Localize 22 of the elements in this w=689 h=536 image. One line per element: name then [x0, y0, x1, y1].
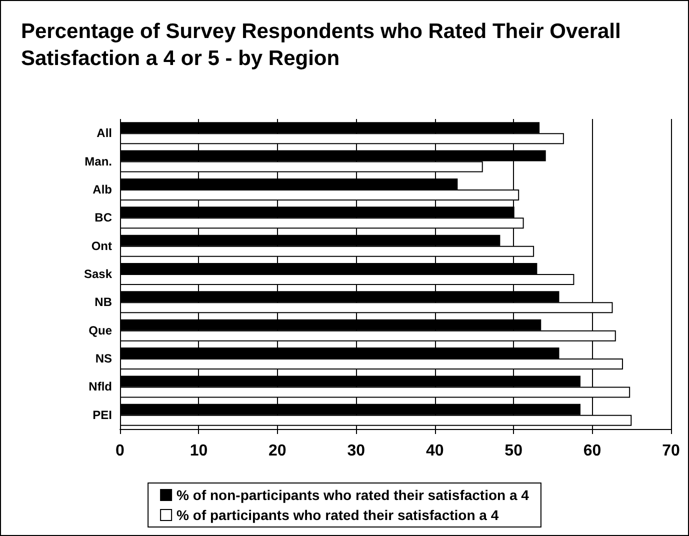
- legend-label: % of non-participants who rated their satisfaction a 4: [176, 487, 530, 503]
- y-tick-label: Man.: [84, 154, 112, 168]
- y-tick-label: NB: [94, 295, 112, 310]
- y-tick-label: Ont: [91, 238, 112, 253]
- x-tick-label: 10: [190, 442, 208, 460]
- y-tick-label: Que: [88, 323, 112, 338]
- y-tick-label: Sask: [84, 267, 112, 281]
- x-tick-label: 70: [662, 442, 680, 460]
- x-tick-label: 40: [426, 442, 444, 460]
- y-tick-label: BC: [94, 210, 112, 225]
- y-tick-label: PEI: [92, 408, 112, 422]
- legend-label: % of participants who rated their satisfaction a 4: [176, 507, 499, 523]
- y-tick-label: NS: [95, 352, 112, 366]
- x-tick-label: 0: [116, 442, 125, 460]
- y-tick-label: Alb: [92, 182, 112, 196]
- x-tick-label: 30: [347, 442, 366, 460]
- x-tick-label: 20: [268, 442, 286, 460]
- y-tick-label: All: [96, 126, 112, 140]
- x-tick-label: 50: [504, 442, 523, 460]
- chart-title: Percentage of Survey Respondents who Rated Their Overall Satisfaction a 4 or 5 - by Region: [21, 20, 627, 70]
- y-tick-label: Nfld: [88, 380, 112, 394]
- x-tick-label: 60: [583, 442, 602, 460]
